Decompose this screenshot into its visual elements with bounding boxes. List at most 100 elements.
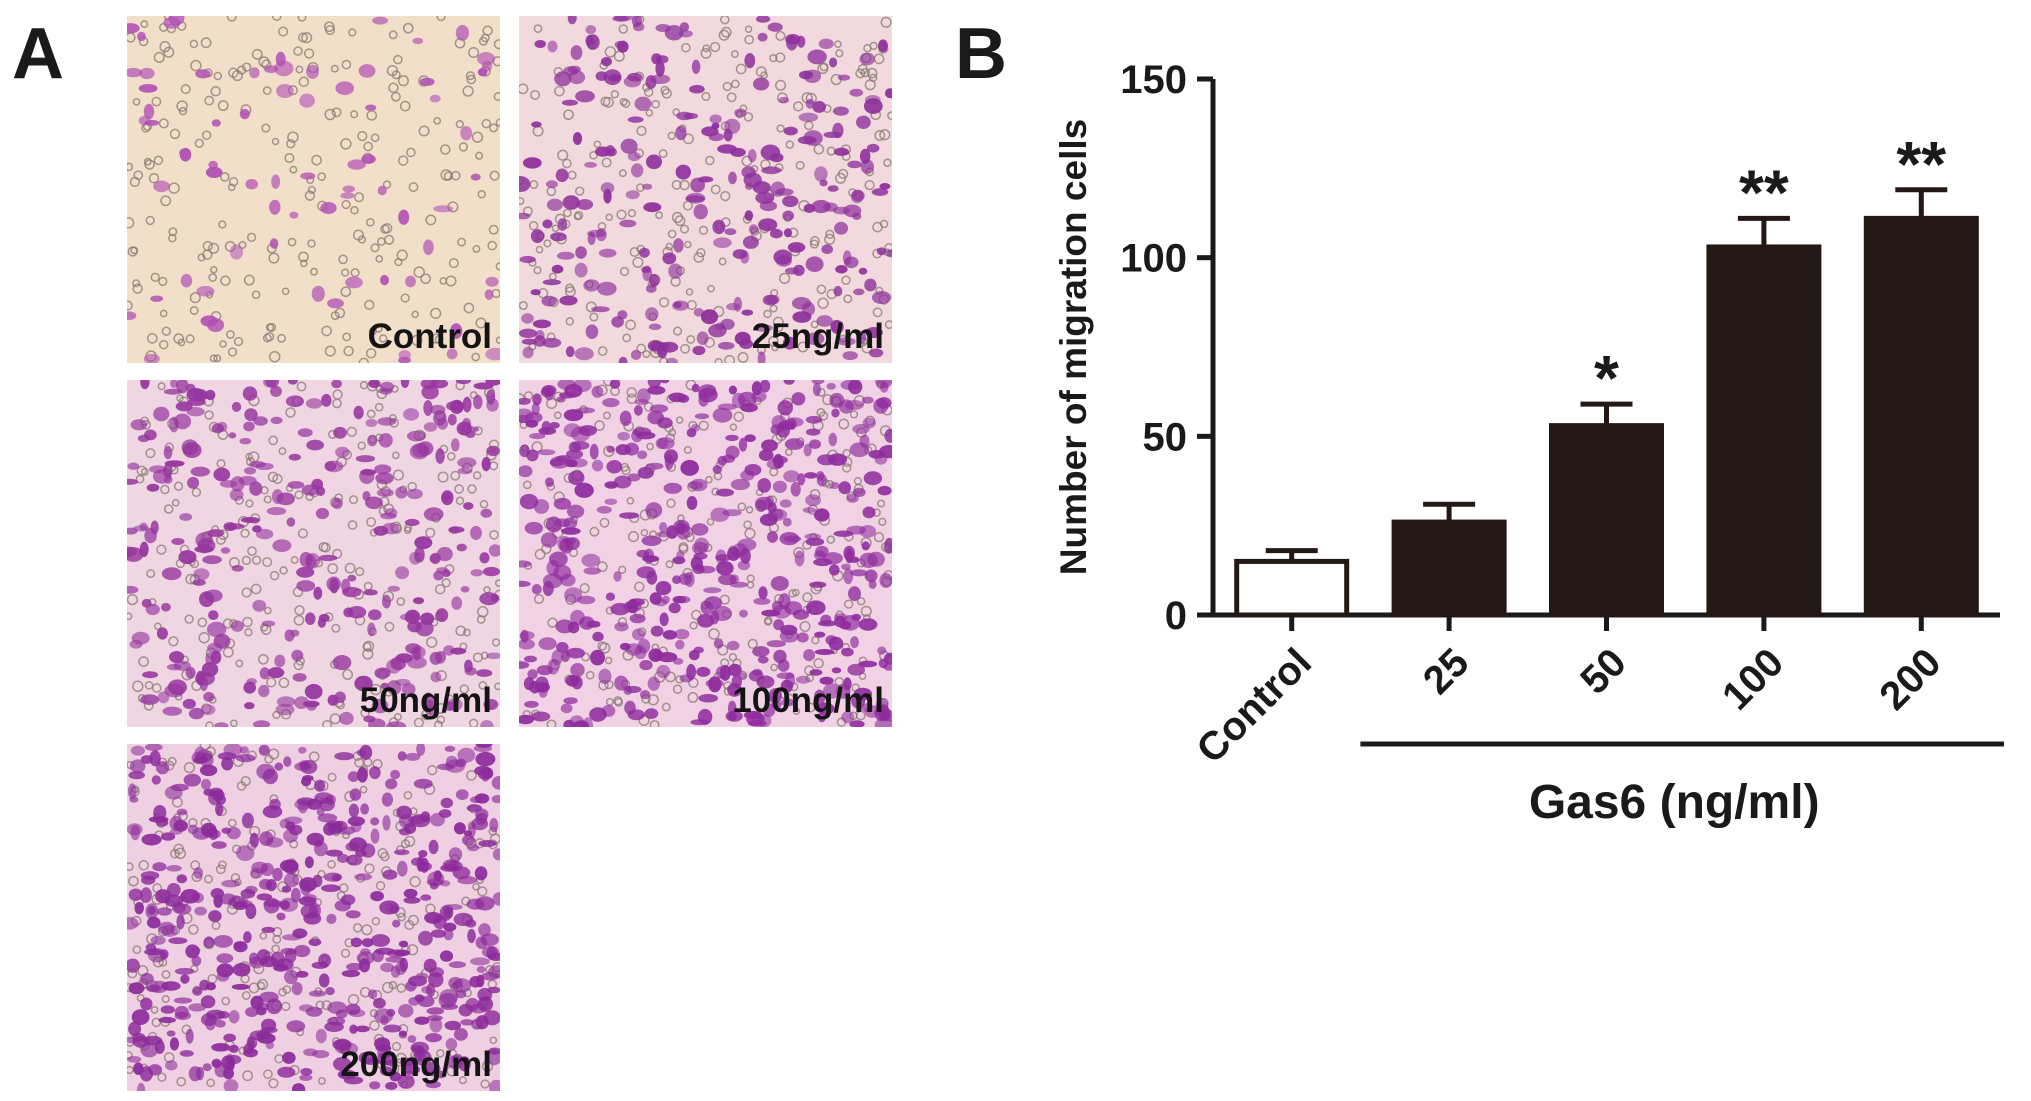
membrane-pore [173,481,184,491]
stained-cell [470,173,481,181]
membrane-pore [610,90,619,99]
stained-cell [476,966,486,973]
stained-cell [491,776,500,790]
stained-cell [161,602,171,612]
stained-cell [489,1079,500,1091]
stained-cell [753,324,773,332]
stained-cell [885,88,892,99]
membrane-pore [278,677,290,689]
stained-cell [382,869,398,880]
stained-cell [130,419,148,431]
stained-cell [255,462,274,471]
membrane-pore [354,757,365,768]
membrane-pore [534,548,546,560]
stained-cell [690,719,709,726]
membrane-pore [455,496,465,506]
stained-cell [715,666,728,679]
membrane-pore [268,350,281,363]
stained-cell [476,669,493,677]
stained-cell [274,60,294,77]
stained-cell [818,38,834,49]
stained-cell [542,219,553,229]
membrane-pore [366,409,376,419]
membrane-pore [294,490,304,500]
stained-cell [812,382,821,397]
membrane-pore [343,345,354,357]
membrane-pore [381,981,394,994]
stained-cell [486,652,500,660]
stained-cell [298,1004,314,1012]
stained-cell [668,602,681,614]
stained-cell [156,627,168,640]
membrane-pore [157,1072,167,1082]
stained-cell [565,346,575,358]
membrane-pore [744,527,756,540]
stained-cell [161,832,176,841]
stained-cell [726,640,740,651]
stained-cell [784,438,805,450]
membrane-pore [763,309,772,319]
membrane-pore [355,567,365,577]
stained-cell [428,972,444,988]
membrane-pore [263,1069,273,1080]
membrane-pore [724,354,736,363]
stained-cell [223,1079,239,1091]
stained-cell [426,1007,445,1015]
stained-cell [153,805,167,821]
membrane-pore [683,445,692,455]
stained-cell [354,873,373,881]
stained-cell [724,228,737,236]
stained-cell [320,202,337,214]
stained-cell [757,656,769,664]
stained-cell [370,828,380,844]
membrane-pore [307,239,316,248]
stained-cell [470,1018,483,1030]
stained-cell [734,331,751,346]
stained-cell [259,667,271,680]
stained-cell [244,408,258,422]
stained-cell [520,629,529,643]
membrane-pore [495,336,500,344]
membrane-pore [404,835,416,847]
membrane-pore [317,1076,326,1085]
membrane-pore [489,1036,498,1045]
membrane-pore [472,244,481,253]
stained-cell [140,1042,159,1058]
stained-cell [265,1041,275,1050]
membrane-pore [842,448,851,458]
stained-cell [492,848,500,861]
stained-cell [423,422,438,432]
stained-cell [759,200,778,212]
stained-cell [835,265,848,274]
stained-cell [176,808,188,816]
micrograph-label: 25ng/ml [751,317,884,356]
membrane-pore [702,44,711,53]
membrane-pore [462,628,471,637]
stained-cell [346,962,363,971]
stained-cell [145,603,160,616]
stained-cell [752,646,770,657]
stained-cell [768,688,782,704]
stained-cell [216,972,230,982]
stained-cell [602,398,620,408]
stained-cell [663,482,683,494]
stained-cell [483,699,499,710]
stained-cell [521,338,537,345]
stained-cell [157,691,170,704]
membrane-pore [472,652,483,663]
membrane-pore [340,948,351,958]
stained-cell [252,525,262,533]
stained-cell [521,313,534,324]
stained-cell [659,612,669,627]
stained-cell [286,1020,306,1033]
stained-cell [592,459,604,472]
stained-cell [878,39,888,53]
stained-cell [446,348,458,360]
stained-cell [841,711,855,724]
membrane-pore [399,100,411,112]
membrane-pore [585,670,595,680]
membrane-pore [221,996,231,1006]
stained-cell [806,600,826,615]
membrane-pore [413,266,425,278]
membrane-pore [418,125,430,137]
